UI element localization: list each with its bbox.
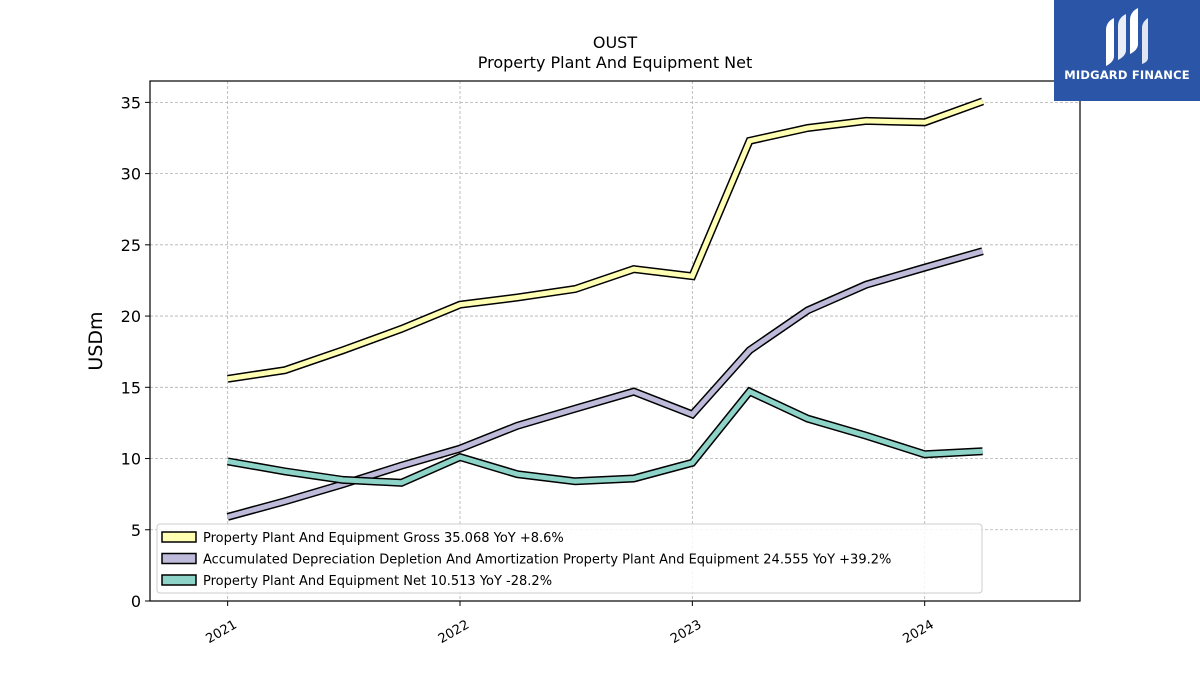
legend-entry-2: Accumulated Depreciation Depletion And A…	[203, 553, 891, 568]
series-line-3	[227, 388, 983, 486]
x-tick-label: 2024	[901, 617, 937, 647]
y-tick-label: 5	[131, 521, 141, 540]
legend-entry-1: Property Plant And Equipment Gross 35.06…	[203, 531, 564, 546]
x-tick-label: 2022	[436, 617, 472, 647]
legend-entry-3: Property Plant And Equipment Net 10.513 …	[203, 574, 552, 589]
series-line-outline-1	[227, 97, 984, 383]
y-axis: 0 5 10 15 20 25 30 35	[121, 93, 150, 611]
y-tick-label: 15	[121, 378, 141, 397]
y-tick-label: 35	[121, 93, 141, 112]
chart-title: OUST	[593, 33, 637, 52]
logo-brand-text: MIDGARD FINANCE	[1064, 68, 1190, 82]
series-layer	[226, 97, 984, 521]
logo-mark-icon	[1106, 8, 1148, 66]
plot-frame	[149, 80, 1081, 602]
y-tick-label: 0	[131, 592, 141, 611]
x-tick-label: 2023	[668, 617, 704, 647]
x-axis: 2021 2022 2023 2024	[203, 601, 937, 647]
y-tick-label: 30	[121, 165, 141, 184]
y-tick-label: 25	[121, 236, 141, 255]
legend-swatch-3	[161, 574, 197, 586]
y-tick-label: 10	[121, 450, 141, 469]
legend-swatch-1	[161, 531, 197, 543]
y-axis-label: USDm	[85, 311, 107, 370]
legend-swatch-2	[161, 552, 197, 565]
chart-subtitle: Property Plant And Equipment Net	[478, 53, 753, 72]
legend-box	[156, 523, 983, 594]
y-tick-label: 20	[121, 307, 141, 326]
series-line-1	[227, 99, 984, 382]
x-tick-label: 2021	[203, 617, 239, 647]
grid-lines	[150, 81, 1080, 602]
legend: Property Plant And Equipment Gross 35.06…	[156, 523, 983, 594]
midgard-finance-logo: MIDGARD FINANCE	[1054, 0, 1200, 101]
